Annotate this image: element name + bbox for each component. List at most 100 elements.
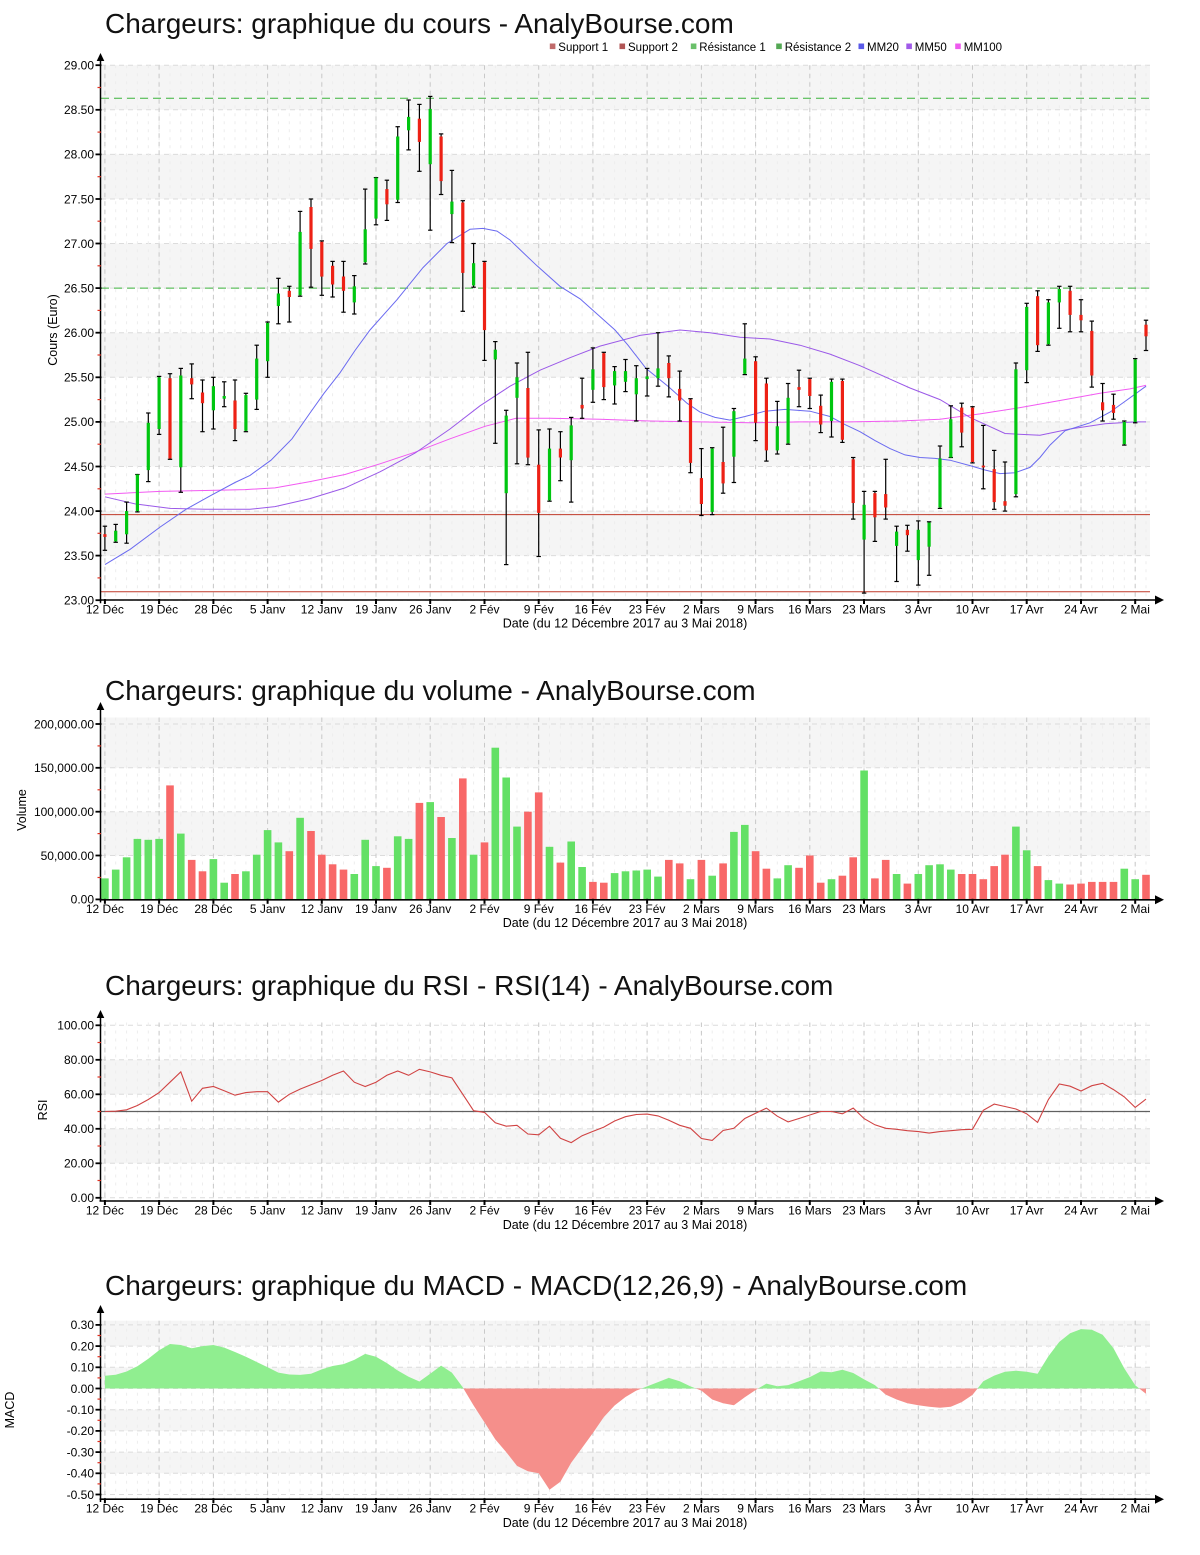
svg-text:12 Janv: 12 Janv	[301, 603, 343, 617]
svg-text:MM50: MM50	[915, 42, 947, 54]
svg-text:10 Avr: 10 Avr	[956, 1204, 990, 1218]
svg-text:5 Janv: 5 Janv	[250, 603, 285, 617]
svg-text:2 Fév: 2 Fév	[469, 1502, 499, 1516]
svg-text:26 Janv: 26 Janv	[409, 902, 451, 916]
svg-text:9 Mars: 9 Mars	[737, 1502, 774, 1516]
svg-text:MM20: MM20	[867, 42, 899, 54]
svg-text:9 Fév: 9 Fév	[524, 1204, 554, 1218]
svg-text:23.50: 23.50	[64, 549, 94, 563]
svg-text:24.50: 24.50	[64, 460, 94, 474]
svg-text:26.00: 26.00	[64, 326, 94, 340]
svg-text:Chargeurs: graphique du RSI -: Chargeurs: graphique du RSI - RSI(14) - …	[105, 970, 833, 1001]
svg-text:26.50: 26.50	[64, 281, 94, 295]
svg-text:2 Mai: 2 Mai	[1121, 1204, 1150, 1218]
svg-text:12 Janv: 12 Janv	[301, 1204, 343, 1218]
svg-text:2 Fév: 2 Fév	[469, 603, 499, 617]
svg-text:MM100: MM100	[964, 42, 1002, 54]
svg-text:80.00: 80.00	[64, 1053, 94, 1067]
svg-text:16 Fév: 16 Fév	[575, 902, 612, 916]
svg-text:12 Janv: 12 Janv	[301, 1502, 343, 1516]
svg-text:9 Mars: 9 Mars	[737, 603, 774, 617]
svg-text:28.00: 28.00	[64, 148, 94, 162]
svg-text:16 Fév: 16 Fév	[575, 603, 612, 617]
svg-text:2 Fév: 2 Fév	[469, 1204, 499, 1218]
svg-text:0.00: 0.00	[71, 1191, 95, 1205]
svg-text:150,000.00: 150,000.00	[34, 761, 94, 775]
svg-text:2 Mai: 2 Mai	[1121, 603, 1150, 617]
svg-text:23 Mars: 23 Mars	[842, 1502, 885, 1516]
svg-text:28 Déc: 28 Déc	[194, 1204, 232, 1218]
svg-text:0.30: 0.30	[71, 1318, 95, 1332]
svg-text:5 Janv: 5 Janv	[250, 902, 285, 916]
svg-text:9 Fév: 9 Fév	[524, 1502, 554, 1516]
svg-text:16 Mars: 16 Mars	[788, 1204, 831, 1218]
svg-text:0.00: 0.00	[71, 1382, 95, 1396]
svg-text:24 Avr: 24 Avr	[1064, 1502, 1098, 1516]
svg-text:12 Janv: 12 Janv	[301, 902, 343, 916]
svg-text:2 Mai: 2 Mai	[1121, 902, 1150, 916]
svg-text:24 Avr: 24 Avr	[1064, 902, 1098, 916]
svg-text:17 Avr: 17 Avr	[1010, 1204, 1044, 1218]
svg-text:16 Mars: 16 Mars	[788, 902, 831, 916]
svg-text:27.00: 27.00	[64, 237, 94, 251]
svg-text:20.00: 20.00	[64, 1157, 94, 1171]
svg-text:19 Janv: 19 Janv	[355, 1204, 397, 1218]
svg-text:23.00: 23.00	[64, 594, 94, 608]
svg-text:10 Avr: 10 Avr	[956, 1502, 990, 1516]
svg-text:2 Mars: 2 Mars	[683, 902, 720, 916]
svg-text:12 Déc: 12 Déc	[86, 603, 124, 617]
svg-text:60.00: 60.00	[64, 1088, 94, 1102]
svg-text:23 Mars: 23 Mars	[842, 1204, 885, 1218]
svg-text:200,000.00: 200,000.00	[34, 717, 94, 731]
svg-text:3 Avr: 3 Avr	[905, 603, 932, 617]
svg-text:12 Déc: 12 Déc	[86, 1204, 124, 1218]
svg-text:24 Avr: 24 Avr	[1064, 1204, 1098, 1218]
svg-text:19 Janv: 19 Janv	[355, 1502, 397, 1516]
svg-text:10 Avr: 10 Avr	[956, 603, 990, 617]
svg-text:Chargeurs: graphique du volume: Chargeurs: graphique du volume - AnalyBo…	[105, 675, 756, 706]
svg-text:28 Déc: 28 Déc	[194, 1502, 232, 1516]
svg-text:25.50: 25.50	[64, 371, 94, 385]
svg-text:16 Mars: 16 Mars	[788, 1502, 831, 1516]
svg-text:16 Mars: 16 Mars	[788, 603, 831, 617]
svg-text:26 Janv: 26 Janv	[409, 1204, 451, 1218]
svg-text:50,000.00: 50,000.00	[41, 849, 95, 863]
svg-text:19 Déc: 19 Déc	[140, 603, 178, 617]
svg-text:3 Avr: 3 Avr	[905, 902, 932, 916]
svg-text:100,000.00: 100,000.00	[34, 805, 94, 819]
svg-text:23 Fév: 23 Fév	[629, 1502, 666, 1516]
svg-text:Chargeurs: graphique du cours: Chargeurs: graphique du cours - AnalyBou…	[105, 8, 734, 39]
svg-text:24 Avr: 24 Avr	[1064, 603, 1098, 617]
svg-text:29.00: 29.00	[64, 59, 94, 73]
svg-text:Date (du 12 Décembre 2017 au 3: Date (du 12 Décembre 2017 au 3 Mai 2018)	[503, 1516, 748, 1530]
svg-text:24.00: 24.00	[64, 504, 94, 518]
svg-text:5 Janv: 5 Janv	[250, 1502, 285, 1516]
svg-text:17 Avr: 17 Avr	[1010, 902, 1044, 916]
svg-text:10 Avr: 10 Avr	[956, 902, 990, 916]
svg-text:2 Mars: 2 Mars	[683, 603, 720, 617]
svg-text:19 Déc: 19 Déc	[140, 1502, 178, 1516]
svg-text:27.50: 27.50	[64, 192, 94, 206]
svg-text:5 Janv: 5 Janv	[250, 1204, 285, 1218]
svg-text:12 Déc: 12 Déc	[86, 902, 124, 916]
svg-text:Support 2: Support 2	[628, 42, 678, 54]
svg-text:9 Mars: 9 Mars	[737, 902, 774, 916]
svg-text:19 Janv: 19 Janv	[355, 603, 397, 617]
svg-text:Support 1: Support 1	[558, 42, 608, 54]
svg-text:Résistance 1: Résistance 1	[699, 42, 765, 54]
svg-text:28.50: 28.50	[64, 103, 94, 117]
svg-text:3 Avr: 3 Avr	[905, 1502, 932, 1516]
svg-text:3 Avr: 3 Avr	[905, 1204, 932, 1218]
svg-text:0.20: 0.20	[71, 1339, 95, 1353]
svg-text:2 Mars: 2 Mars	[683, 1502, 720, 1516]
svg-text:RSI: RSI	[36, 1100, 50, 1121]
svg-text:Cours (Euro): Cours (Euro)	[46, 294, 60, 366]
svg-text:19 Déc: 19 Déc	[140, 1204, 178, 1218]
svg-text:Chargeurs: graphique du MACD -: Chargeurs: graphique du MACD - MACD(12,2…	[105, 1270, 967, 1301]
svg-text:2 Mars: 2 Mars	[683, 1204, 720, 1218]
svg-text:-0.20: -0.20	[67, 1424, 95, 1438]
svg-text:9 Fév: 9 Fév	[524, 603, 554, 617]
svg-text:0.10: 0.10	[71, 1361, 95, 1375]
svg-text:2 Mai: 2 Mai	[1121, 1502, 1150, 1516]
svg-text:16 Fév: 16 Fév	[575, 1204, 612, 1218]
